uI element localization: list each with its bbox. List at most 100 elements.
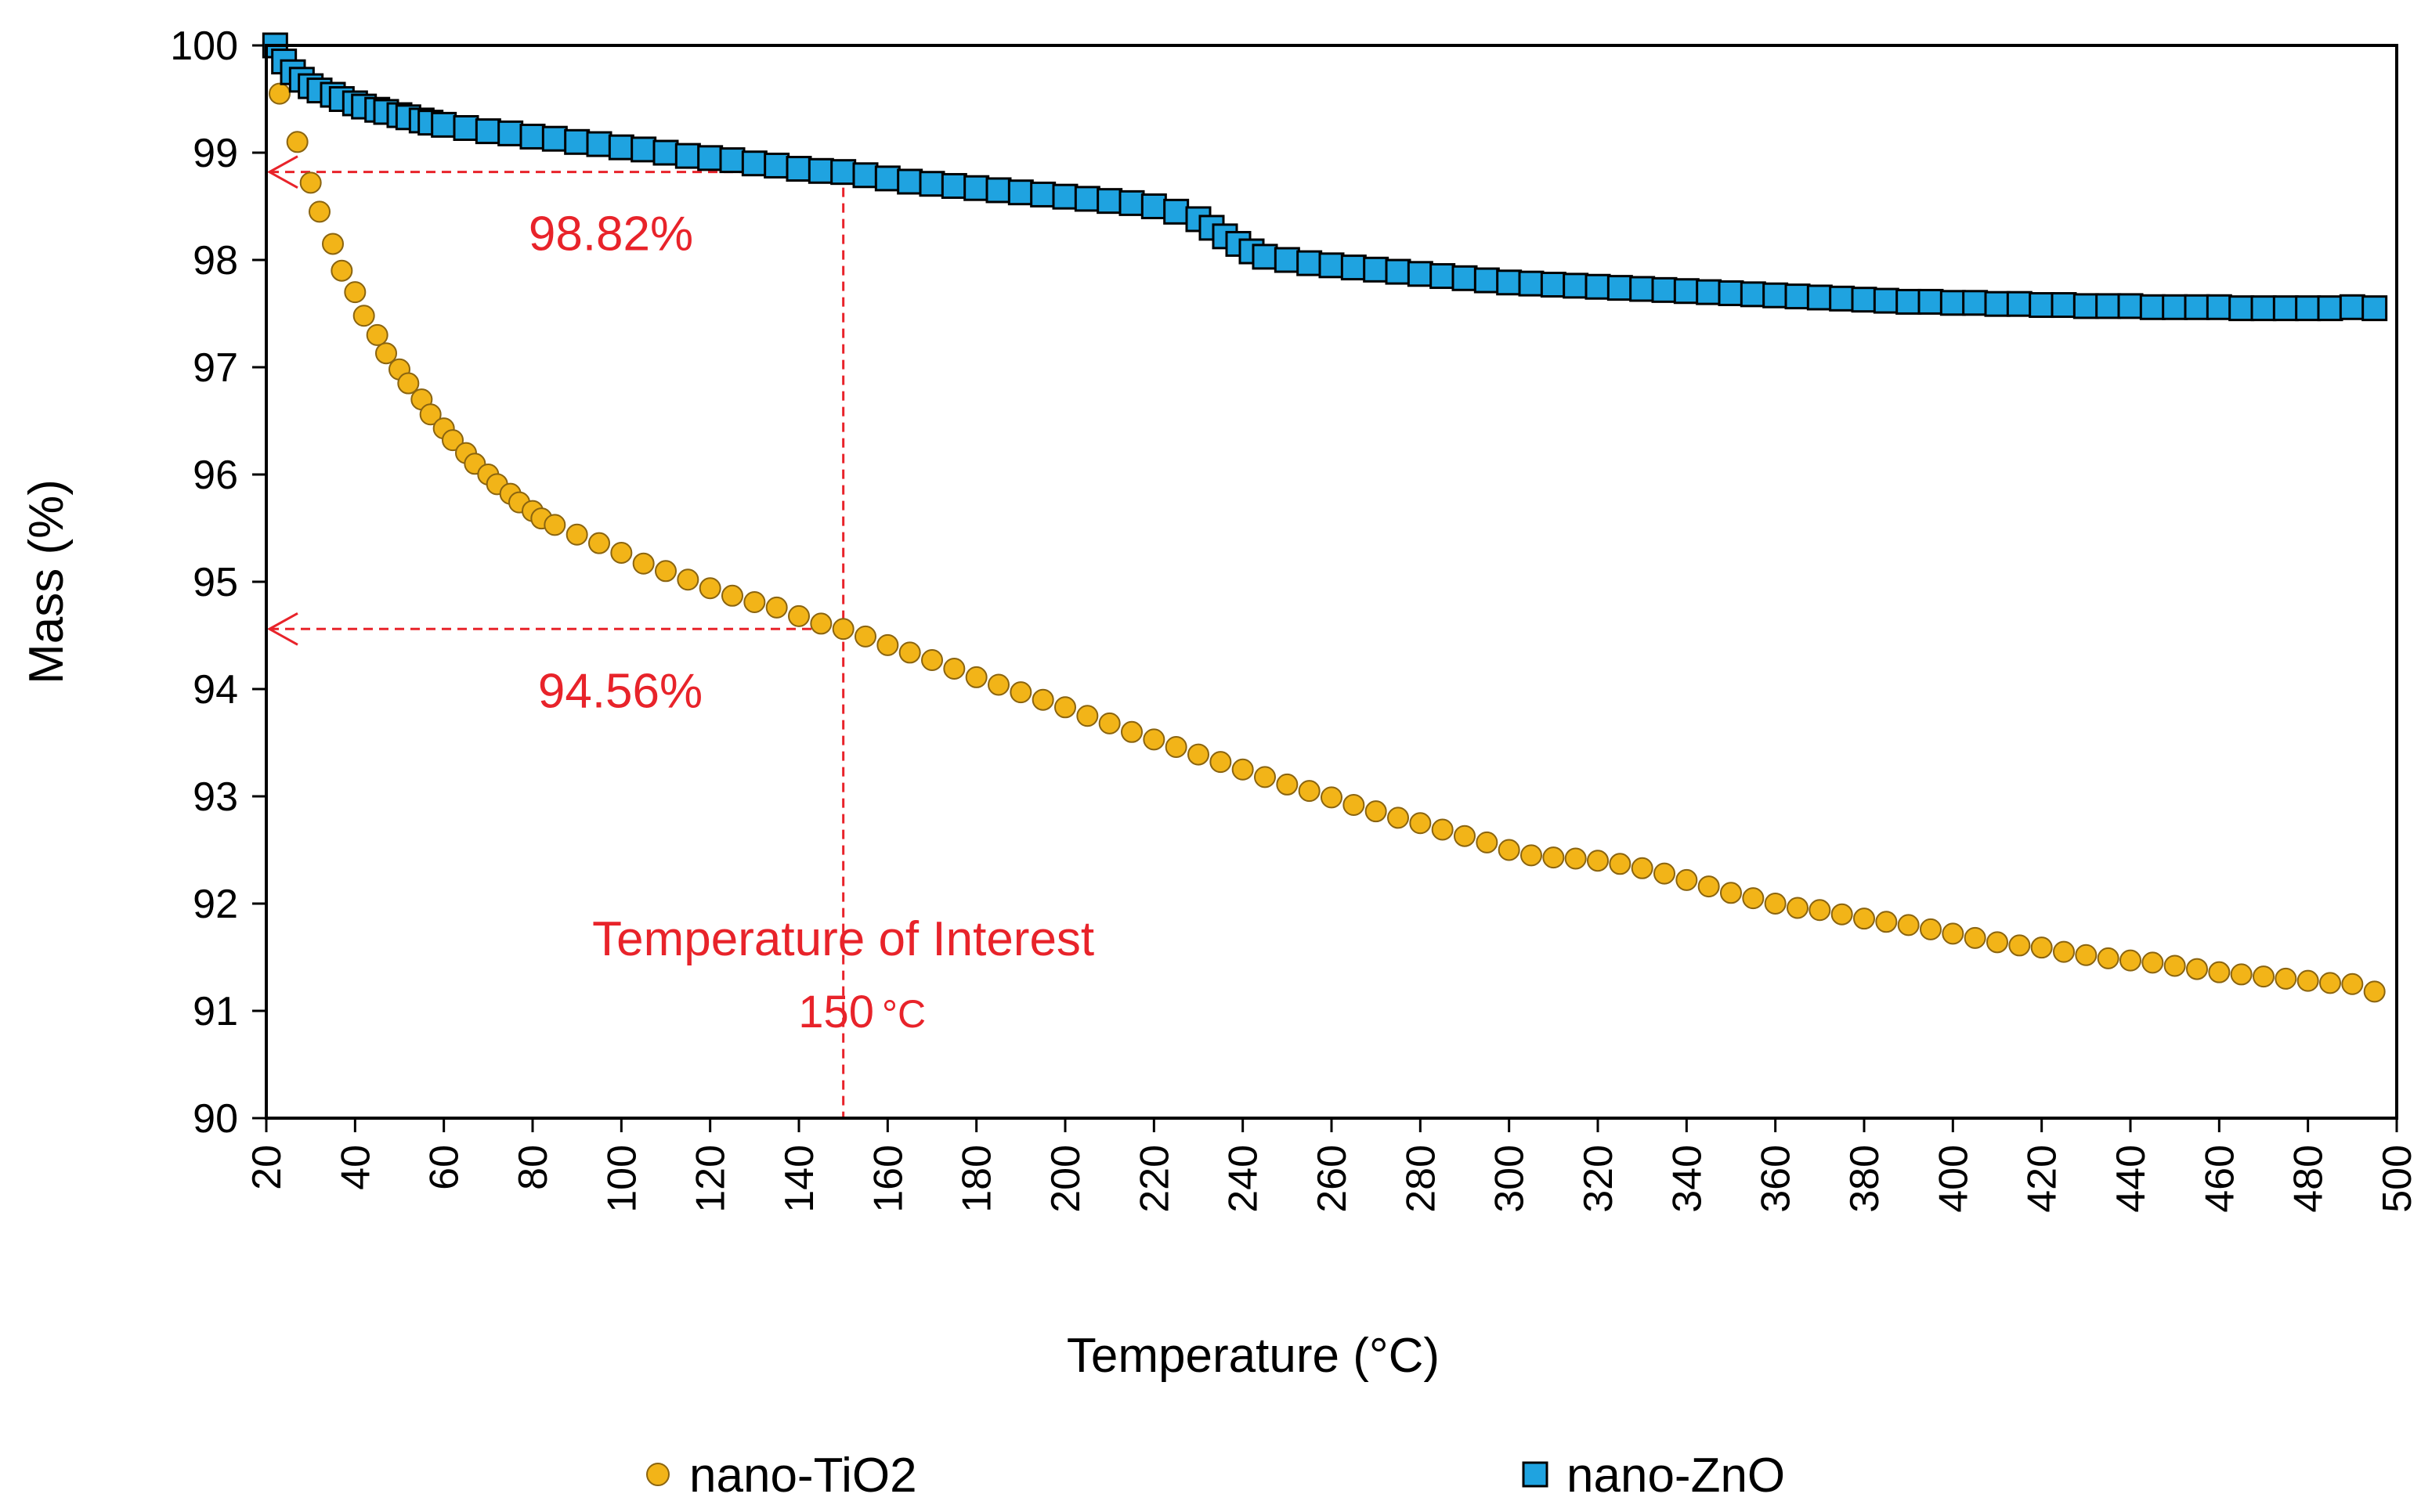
- tio2-point: [610, 542, 633, 565]
- tio2-point: [588, 532, 610, 554]
- tio2-point: [1276, 773, 1299, 796]
- zno-point: [1984, 290, 2011, 317]
- tio2-point: [2253, 965, 2275, 988]
- zno-point: [2250, 295, 2277, 322]
- tio2-point: [632, 552, 655, 575]
- zno-point: [1052, 183, 1079, 210]
- x-tick-label: 440: [2108, 1145, 2154, 1213]
- zno-point: [919, 171, 945, 197]
- tio2-point: [1098, 712, 1121, 734]
- tio2-point: [566, 523, 588, 546]
- tio2-point: [1143, 728, 1165, 751]
- tio2-point: [1631, 857, 1653, 879]
- zno-point: [652, 139, 679, 166]
- tio2-point: [2008, 934, 2031, 957]
- tio2-point: [788, 604, 810, 627]
- plot-area-frame: [265, 44, 2398, 1120]
- zno-point: [1939, 290, 1966, 316]
- x-axis-label: Temperature (°C): [1067, 1329, 1440, 1383]
- tio2-value-label: 94.56%: [538, 664, 703, 718]
- zno-point: [1407, 261, 1433, 287]
- y-tick-label: 96: [193, 453, 238, 498]
- tio2-point: [1809, 899, 1831, 922]
- tio2-point: [1298, 780, 1321, 803]
- tio2-point: [1231, 758, 1254, 781]
- y-tick-label: 99: [193, 131, 238, 176]
- zno-point: [1851, 287, 1877, 313]
- series-layer: [262, 32, 2388, 1003]
- zno-point: [2272, 295, 2299, 322]
- tio2-point: [699, 577, 721, 600]
- legend-zno-marker: [1522, 1461, 1548, 1488]
- tio2-point: [743, 591, 766, 614]
- tio2-point: [1830, 903, 1853, 926]
- tio2-point: [2319, 972, 2341, 994]
- zno-point: [2339, 294, 2365, 320]
- tio2-point: [1697, 875, 1720, 898]
- zno-point: [941, 172, 967, 199]
- x-tick-label: 400: [1931, 1145, 1976, 1213]
- zno-point: [1007, 179, 1034, 206]
- tio2-point: [2141, 951, 2164, 974]
- tio2-point: [1010, 681, 1032, 704]
- tio2-point: [1476, 831, 1498, 853]
- tio2-point: [331, 259, 353, 282]
- y-tick-label: 98: [193, 238, 238, 283]
- y-tick-label: 97: [193, 345, 238, 391]
- tio2-point: [352, 305, 375, 327]
- tio2-point: [269, 82, 291, 105]
- x-tick-label: 240: [1221, 1145, 1267, 1213]
- tio2-point: [344, 281, 367, 304]
- zno-point: [497, 120, 524, 146]
- zno-point: [1962, 290, 1989, 316]
- tio2-point: [810, 612, 833, 635]
- zno-point: [453, 114, 479, 141]
- tio2-point: [1897, 914, 1920, 936]
- x-tick-label: 200: [1043, 1145, 1089, 1213]
- zno-point: [808, 157, 834, 184]
- zno-point: [985, 177, 1012, 204]
- tio2-point: [1609, 853, 1631, 875]
- zno-point: [1140, 193, 1167, 219]
- tio2-point: [855, 625, 876, 648]
- zno-arrowhead: [266, 155, 298, 189]
- tio2-arrowhead: [266, 612, 298, 646]
- tio2-point: [1675, 868, 1698, 891]
- zno-point: [1097, 188, 1123, 215]
- tio2-point: [1764, 893, 1787, 915]
- zno-point: [963, 175, 990, 201]
- zno-point: [1274, 247, 1300, 273]
- zno-point: [2361, 295, 2388, 322]
- tio2-point: [2053, 940, 2075, 963]
- zno-point: [1252, 244, 1278, 270]
- x-tick-label: 460: [2197, 1145, 2242, 1213]
- tio2-point: [309, 200, 331, 223]
- y-tick-label: 95: [193, 560, 238, 605]
- tio2-point: [1387, 807, 1409, 829]
- y-axis-label: Mass (%): [20, 479, 74, 684]
- y-tick-label: 94: [193, 667, 238, 713]
- x-tick-label: 320: [1576, 1145, 1621, 1213]
- x-tick-label: 480: [2286, 1145, 2332, 1213]
- legend-tio2-label: nano-TiO2: [689, 1449, 917, 1503]
- zno-point: [586, 131, 612, 157]
- tio2-point: [1054, 696, 1076, 719]
- zno-point: [475, 118, 501, 145]
- tio2-point: [375, 342, 397, 365]
- tio2-point: [765, 596, 788, 619]
- tio2-point: [1653, 862, 1675, 885]
- x-tick-label: 380: [1842, 1145, 1888, 1213]
- tio2-point: [1032, 688, 1054, 711]
- tio2-point: [1920, 918, 1942, 940]
- tio2-point: [988, 673, 1010, 696]
- tio2-point: [677, 568, 699, 591]
- zno-point: [697, 145, 724, 171]
- zno-point: [1030, 181, 1057, 207]
- zno-point: [1118, 189, 1145, 216]
- tio2-point: [442, 429, 464, 452]
- legend: nano-TiO2 nano-ZnO: [646, 1449, 1785, 1503]
- zno-point: [1740, 281, 1766, 308]
- zno-value-label: 98.82%: [529, 207, 693, 262]
- x-tick-label: 360: [1754, 1145, 1799, 1213]
- zno-point: [1473, 267, 1500, 294]
